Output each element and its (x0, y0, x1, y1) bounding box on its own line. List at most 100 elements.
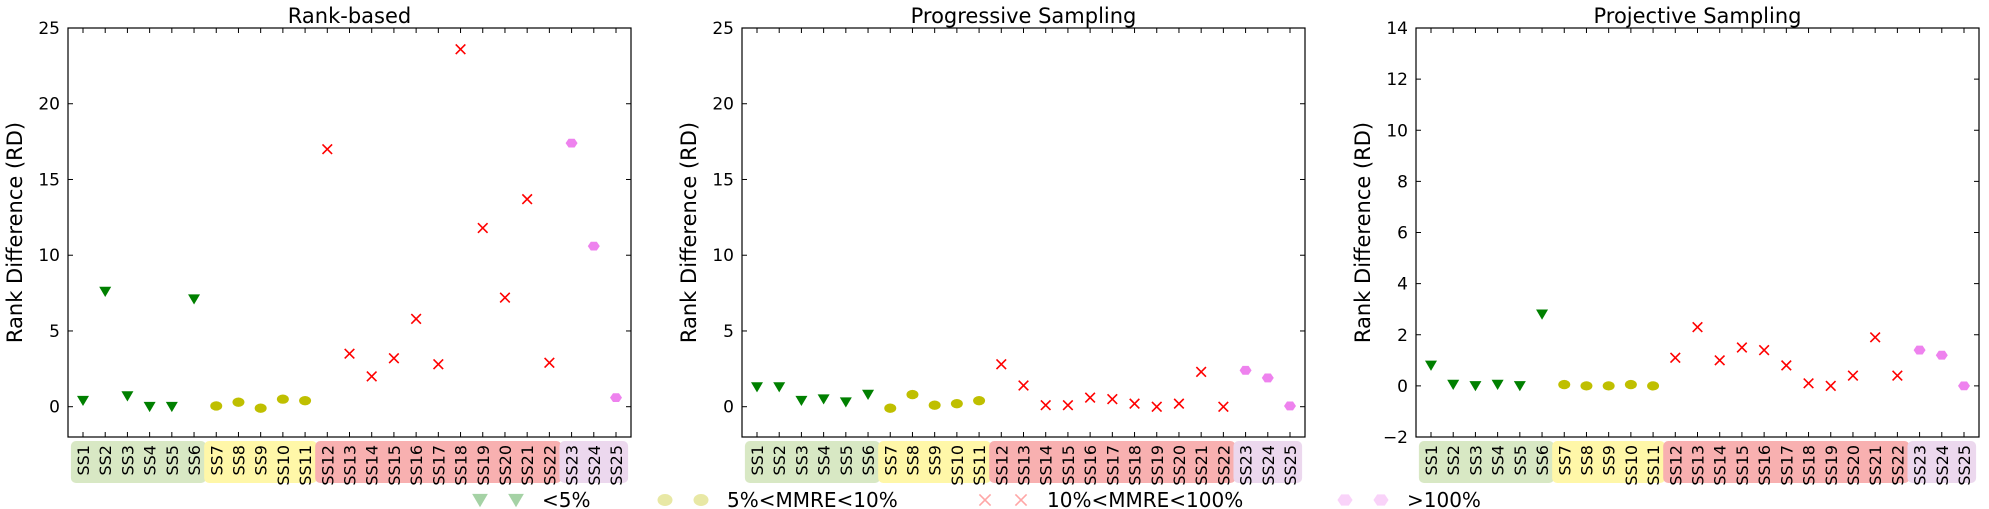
data-point (77, 395, 89, 407)
data-point (1803, 377, 1814, 389)
data-point (839, 397, 852, 408)
data-point (1580, 381, 1593, 391)
x-tick-label: SS22 (540, 445, 559, 486)
legend-marker (508, 493, 524, 508)
data-point (1714, 354, 1726, 366)
x-tick-label: SS3 (792, 445, 811, 476)
data-point (1536, 309, 1549, 320)
data-point (884, 403, 897, 413)
x-tick-label: SS3 (1466, 445, 1485, 476)
x-tick-label: SS5 (1511, 445, 1530, 476)
x-tick-label: SS19 (1148, 445, 1167, 486)
x-tick-label: SS19 (1822, 445, 1841, 486)
data-point (1780, 360, 1792, 371)
y-tick-label: −2 (1383, 428, 1408, 448)
x-tick-label: SS16 (1081, 445, 1100, 486)
x-tick-label: SS18 (1126, 445, 1145, 486)
x-tick-label: SS2 (1444, 445, 1463, 476)
data-point (1218, 401, 1229, 413)
data-point (565, 138, 578, 148)
data-point (1958, 381, 1970, 391)
category-band (989, 441, 1236, 483)
x-tick-label: SS12 (1666, 445, 1685, 486)
x-tick-label: SS1 (1422, 445, 1441, 476)
x-tick-label: SS9 (926, 445, 945, 476)
data-point (751, 382, 763, 393)
x-tick-label: SS24 (1933, 445, 1952, 486)
data-point (773, 382, 786, 393)
legend-marker (1337, 494, 1353, 506)
x-tick-label: SS9 (1600, 445, 1619, 476)
y-tick-label: 20 (712, 95, 734, 115)
category-band (70, 441, 207, 483)
y-tick-label: 25 (712, 19, 734, 39)
x-tick-label: SS13 (1689, 445, 1708, 486)
legend-marker (1373, 494, 1389, 506)
data-point (1261, 373, 1274, 383)
x-tick-label: SS12 (318, 445, 337, 486)
y-tick-label: 2 (1397, 326, 1408, 346)
data-point (1669, 352, 1681, 364)
data-point (1106, 393, 1118, 405)
y-tick-label: 25 (38, 19, 60, 39)
data-point (232, 397, 245, 407)
x-tick-label: SS25 (1281, 445, 1300, 486)
category-band (315, 441, 562, 483)
x-tick-label: SS24 (585, 445, 604, 486)
y-tick-label: 12 (1386, 70, 1408, 90)
data-point (1558, 379, 1571, 390)
chart-title: Progressive Sampling (911, 4, 1137, 28)
data-point (610, 393, 622, 403)
y-tick-label: 5 (49, 322, 60, 342)
y-tick-label: 5 (723, 322, 734, 342)
data-point (1869, 331, 1881, 343)
x-tick-label: SS21 (518, 445, 537, 486)
data-point (587, 241, 600, 251)
x-tick-label: SS15 (1733, 445, 1752, 486)
x-tick-label: SS2 (96, 445, 115, 476)
legend-label: 5%<MMRE<10% (727, 488, 898, 509)
data-point (1892, 370, 1903, 382)
data-point (1647, 381, 1660, 391)
x-tick-label: SS18 (1800, 445, 1819, 486)
x-tick-label: SS8 (1577, 445, 1596, 476)
data-point (299, 395, 312, 406)
x-tick-label: SS15 (1059, 445, 1078, 486)
data-point (817, 394, 830, 405)
x-tick-label: SS4 (141, 445, 160, 476)
data-point (165, 401, 178, 413)
y-tick-label: 4 (1397, 275, 1408, 295)
legend-label: >100% (1407, 488, 1481, 509)
category-band (1418, 441, 1555, 483)
x-tick-label: SS7 (207, 445, 226, 476)
data-point (99, 286, 112, 297)
data-point (1040, 399, 1052, 411)
x-tick-label: SS15 (385, 445, 404, 486)
legend: <5% 5%<MMRE<10% 10%<MMRE<100% >100% (472, 488, 1481, 509)
x-tick-label: SS22 (1888, 445, 1907, 486)
data-point (1736, 342, 1748, 353)
data-point (321, 143, 333, 155)
data-point (1758, 344, 1770, 356)
x-tick-label: SS11 (1644, 445, 1663, 486)
data-point (210, 401, 223, 411)
x-tick-label: SS1 (748, 445, 767, 476)
data-point (1935, 350, 1948, 360)
data-point (1624, 379, 1637, 390)
y-tick-label: 14 (1386, 19, 1408, 39)
data-point (254, 403, 267, 413)
x-tick-label: SS19 (474, 445, 493, 486)
chart-panel: Projective Sampling Rank Difference (RD) −… (1351, 4, 1980, 486)
plot-frame (741, 27, 1306, 438)
category-band (1233, 441, 1303, 483)
data-point (388, 352, 400, 364)
x-tick-label: SS12 (992, 445, 1011, 486)
x-tick-label: SS23 (1237, 445, 1256, 486)
data-point (1469, 381, 1482, 392)
y-axis-label: Rank Difference (RD) (677, 122, 701, 343)
data-point (344, 348, 355, 360)
data-point (1825, 380, 1837, 392)
x-tick-label: SS7 (1555, 445, 1574, 476)
data-point (862, 389, 875, 400)
